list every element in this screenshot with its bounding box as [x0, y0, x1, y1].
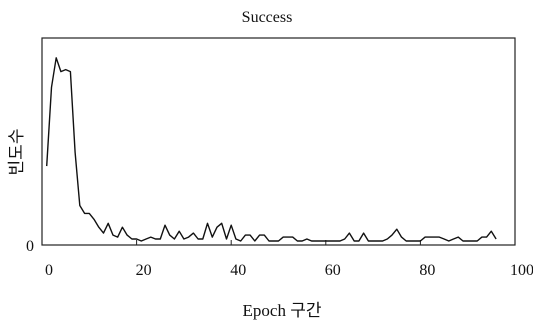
x-tick-label-80: 80 — [419, 262, 435, 279]
x-tick-label-60: 60 — [325, 262, 341, 279]
y-tick-label-0: 0 — [26, 238, 34, 255]
x-tick-label-20: 20 — [136, 262, 152, 279]
chart-title: Success — [242, 9, 293, 26]
series-line — [46, 57, 497, 242]
plot-area-frame — [41, 37, 516, 246]
x-tick-label-0: 0 — [45, 262, 53, 279]
x-axis-label: Epoch 구간 — [243, 301, 322, 320]
y-axis-ticks: 0 — [26, 238, 34, 255]
y-axis-label: 빈도수 — [7, 129, 26, 176]
x-tick-label-40: 40 — [230, 262, 246, 279]
x-axis-ticks: 0 20 40 60 80 100 — [41, 240, 533, 279]
x-tick-label-100: 100 — [510, 262, 533, 279]
